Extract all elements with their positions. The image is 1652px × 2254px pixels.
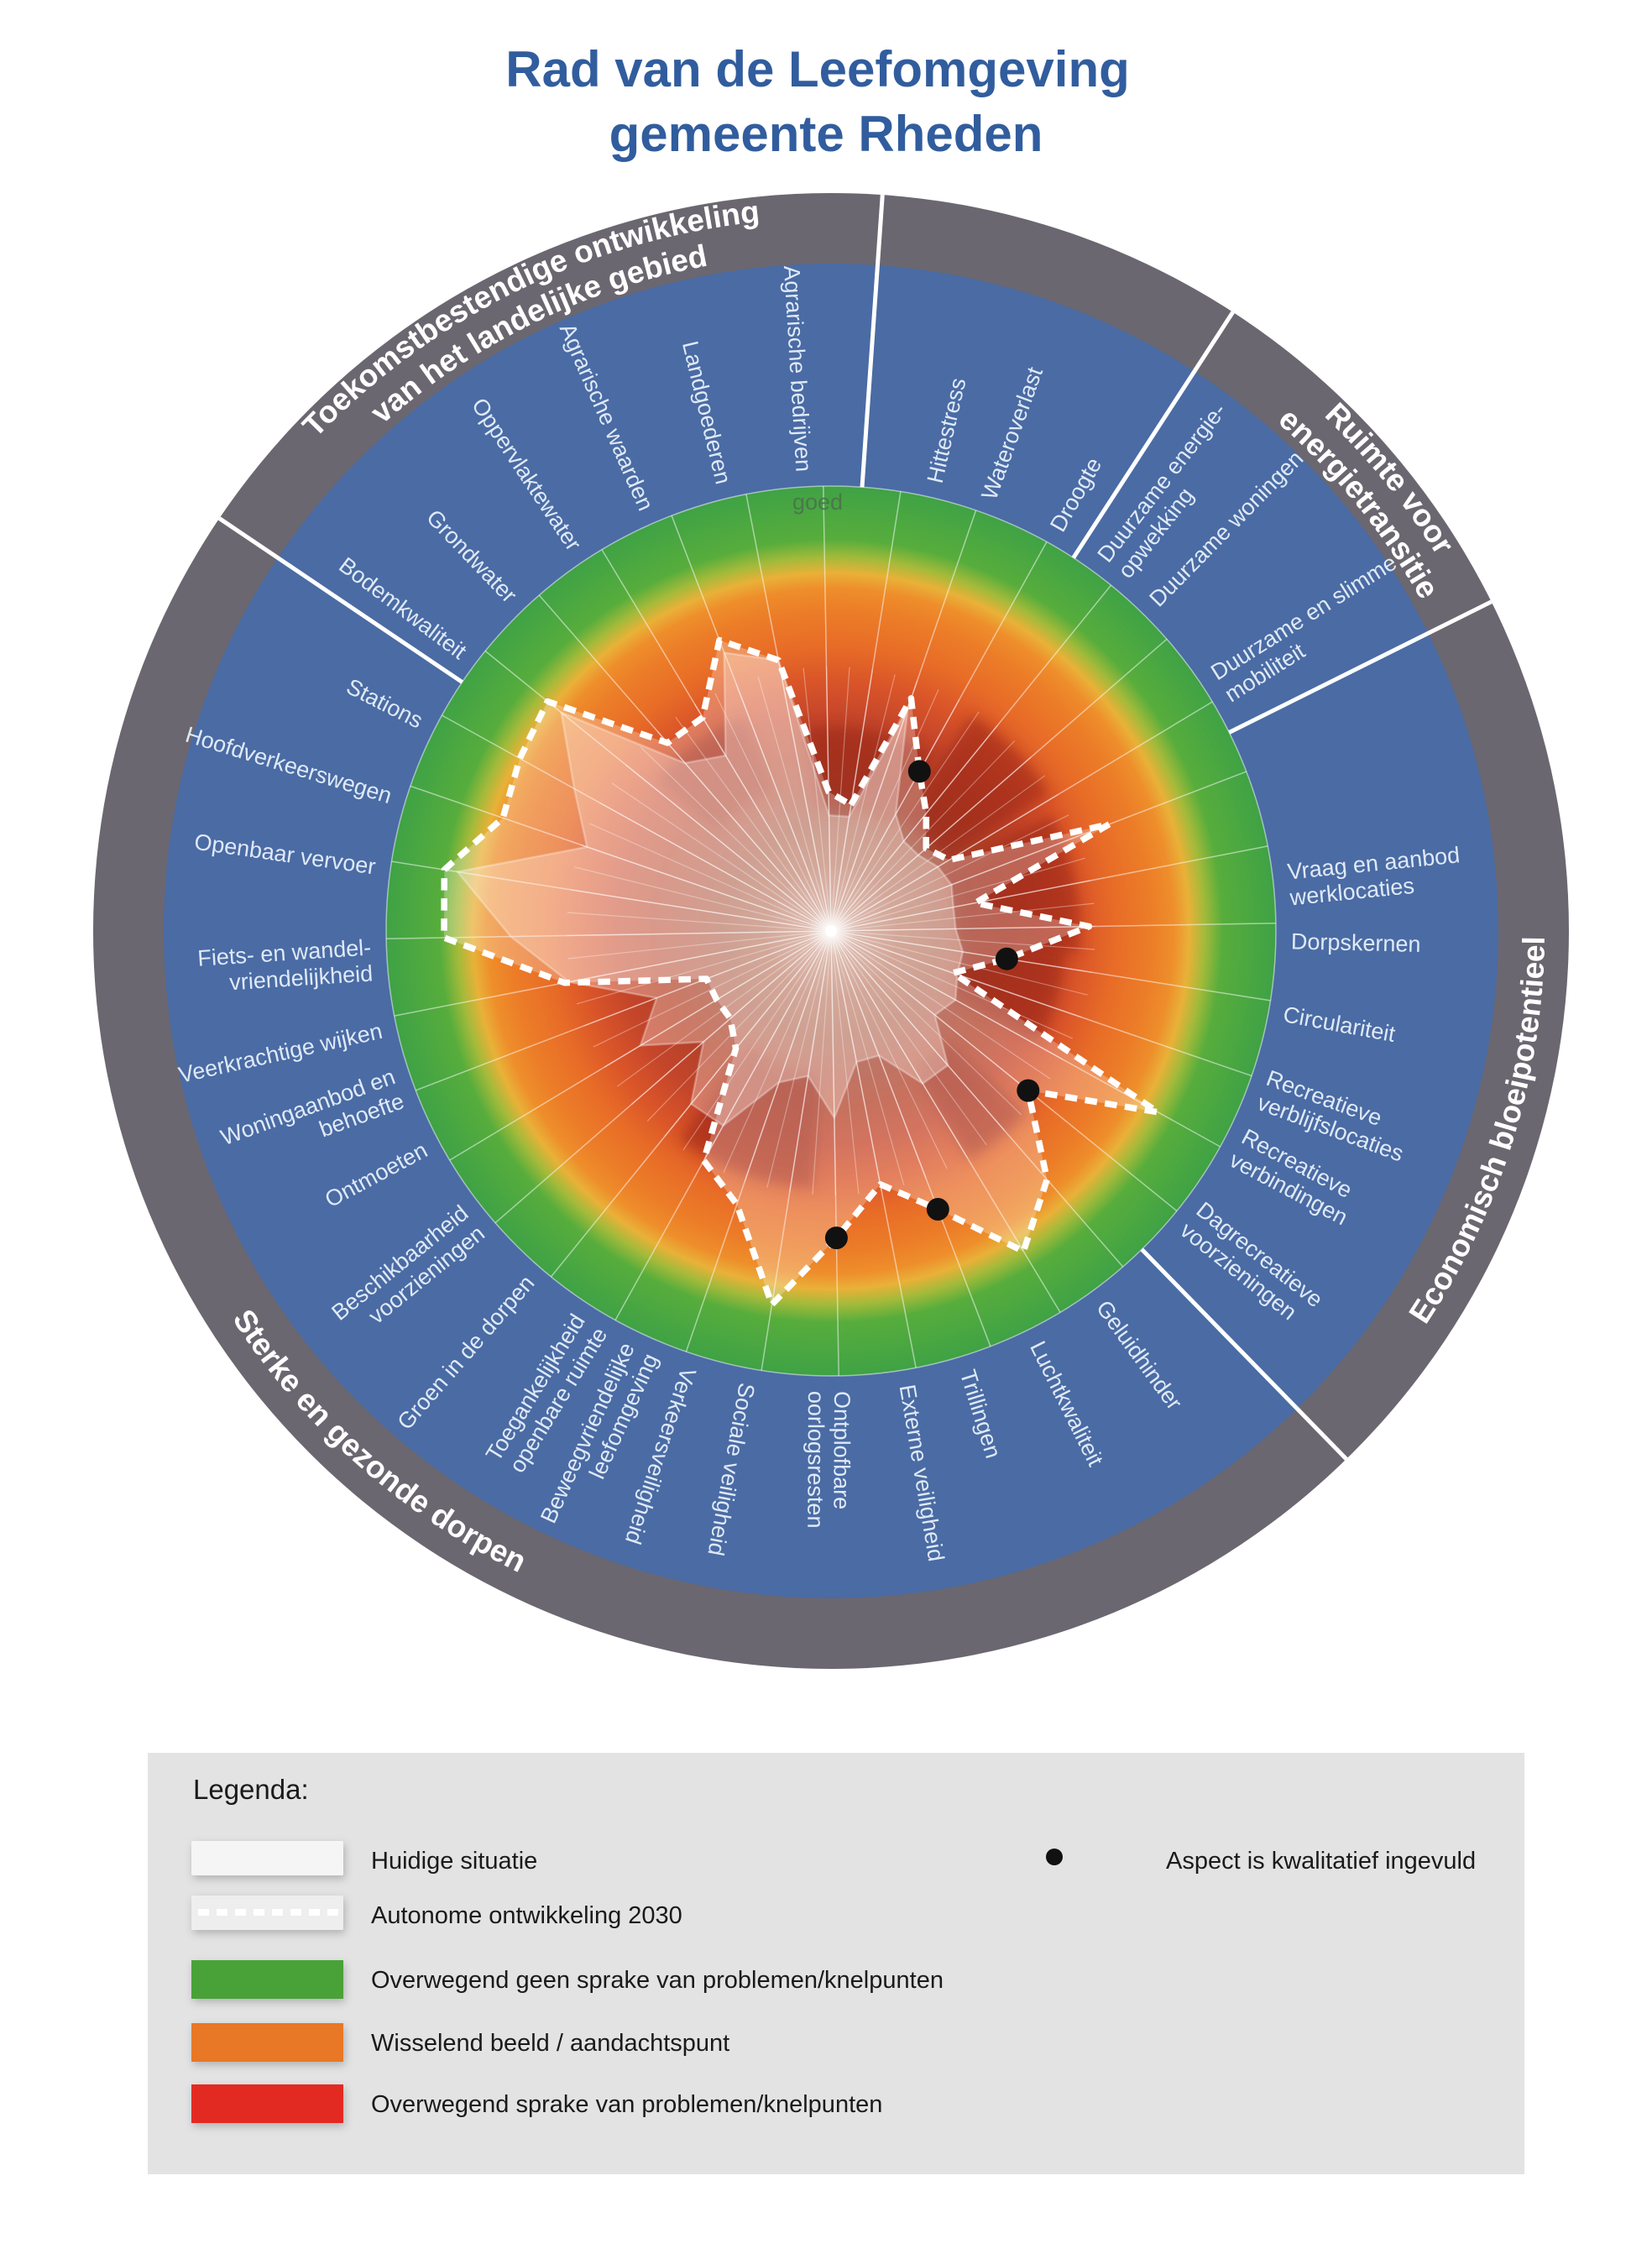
svg-text:Overwegend geen sprake van pro: Overwegend geen sprake van problemen/kne… [371, 1967, 944, 1994]
svg-text:Legenda:: Legenda: [193, 1774, 309, 1805]
svg-text:Ontplofbareoorlogsresten: Ontplofbareoorlogsresten [802, 1391, 855, 1529]
svg-text:gemeente Rheden: gemeente Rheden [609, 106, 1043, 162]
svg-text:goed: goed [792, 489, 843, 515]
svg-text:Autonome ontwikkeling 2030: Autonome ontwikkeling 2030 [371, 1902, 682, 1929]
svg-text:Fiets- en wandel-vriendelijkhe: Fiets- en wandel-vriendelijkheid [196, 934, 374, 996]
svg-text:Overwegend sprake van probleme: Overwegend sprake van problemen/knelpunt… [371, 2091, 882, 2118]
svg-text:Dorpskernen: Dorpskernen [1291, 928, 1421, 956]
svg-text:Aspect is kwalitatief ingevuld: Aspect is kwalitatief ingevuld [1166, 1848, 1476, 1875]
svg-text:Wisselend beeld / aandachtspun: Wisselend beeld / aandachtspunt [371, 2030, 729, 2057]
svg-text:Huidige situatie: Huidige situatie [371, 1848, 537, 1875]
svg-text:Rad van de Leefomgeving: Rad van de Leefomgeving [505, 41, 1130, 97]
